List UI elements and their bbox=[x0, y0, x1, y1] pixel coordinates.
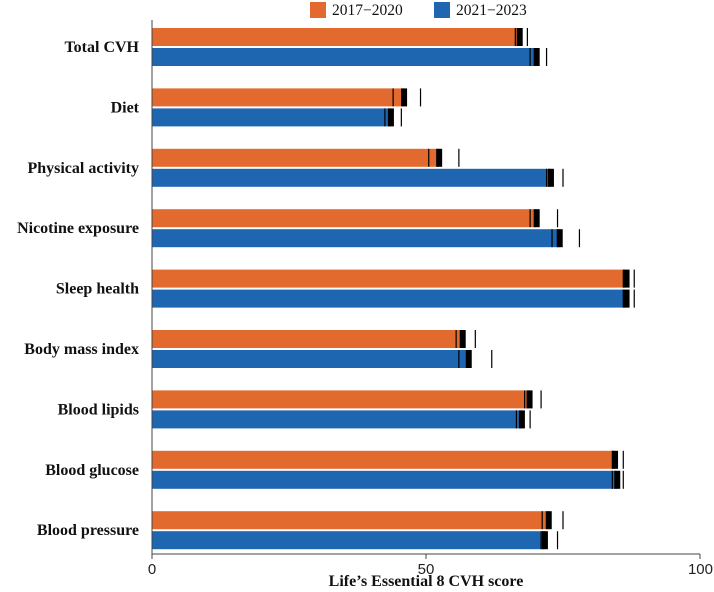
bar bbox=[152, 48, 537, 66]
category-label: Total CVH bbox=[64, 39, 139, 56]
legend-label-2: 2021−2023 bbox=[456, 2, 527, 19]
bar bbox=[152, 28, 520, 46]
bar bbox=[152, 229, 560, 248]
legend: 2017−2020 2021−2023 bbox=[310, 2, 527, 19]
estimate-mark bbox=[401, 88, 408, 107]
value-label: 57.8 bbox=[666, 352, 694, 368]
legend-swatch-2 bbox=[434, 2, 450, 18]
estimate-mark bbox=[465, 350, 472, 368]
category-label: Nicotine exposure bbox=[17, 220, 139, 237]
category-label: Blood glucose bbox=[45, 462, 139, 479]
estimate-mark bbox=[533, 48, 540, 66]
legend-label-1: 2017−2020 bbox=[332, 2, 403, 19]
estimate-mark bbox=[518, 410, 525, 429]
estimate-mark bbox=[556, 229, 563, 248]
category-label: Physical activity bbox=[27, 160, 139, 177]
value-label: 70.2 bbox=[666, 211, 694, 227]
value-label: 46.0 bbox=[666, 90, 694, 106]
category-label: Diet bbox=[111, 99, 140, 116]
bar bbox=[152, 289, 627, 308]
x-tick-label: 50 bbox=[418, 561, 435, 578]
x-axis-title: Life’s Essential 8 CVH score bbox=[329, 573, 524, 590]
value-label: 43.6 bbox=[666, 110, 694, 126]
estimate-mark bbox=[541, 531, 548, 550]
category-label: Blood pressure bbox=[37, 522, 139, 539]
bar bbox=[152, 330, 463, 348]
bar bbox=[152, 531, 545, 550]
bar bbox=[152, 108, 391, 127]
value-label: 68.9 bbox=[666, 392, 694, 408]
x-axis: 0 50 100 Life’s Essential 8 CVH score bbox=[148, 20, 713, 590]
value-label: 70.2 bbox=[666, 50, 694, 66]
estimate-mark bbox=[387, 108, 394, 127]
value-label: 84.9 bbox=[666, 473, 694, 489]
category-labels: Total CVH Diet Physical activity Nicotine e… bbox=[17, 39, 140, 539]
value-label: 71.7 bbox=[666, 533, 694, 549]
estimate-mark bbox=[612, 450, 619, 469]
bar bbox=[152, 269, 627, 288]
bar bbox=[152, 168, 551, 187]
bar bbox=[152, 470, 618, 489]
bar bbox=[152, 511, 549, 530]
estimate-mark bbox=[459, 330, 466, 348]
category-label: Sleep health bbox=[56, 281, 139, 298]
bar bbox=[152, 410, 522, 429]
bar bbox=[152, 148, 440, 167]
estimate-mark bbox=[526, 390, 533, 409]
value-label: 67.1 bbox=[666, 30, 694, 46]
value-label: 52.4 bbox=[666, 151, 694, 167]
estimate-mark bbox=[516, 28, 523, 46]
bar bbox=[152, 390, 530, 409]
value-label: 86.6 bbox=[666, 272, 694, 288]
value-label: 72.4 bbox=[666, 513, 694, 529]
value-label: 67.5 bbox=[666, 412, 694, 428]
estimate-mark bbox=[436, 148, 443, 167]
estimate-mark bbox=[614, 470, 621, 489]
x-tick-label: 100 bbox=[688, 561, 713, 578]
x-tick-label: 0 bbox=[148, 561, 156, 578]
estimate-mark bbox=[623, 289, 630, 308]
value-label: 74.4 bbox=[666, 231, 694, 247]
estimate-mark bbox=[623, 269, 630, 288]
category-label: Body mass index bbox=[24, 341, 139, 358]
bars-layer: 67.1 70.2 46.0 43.6 52.4 72.8 70.2 74.4 86.6 86.6… bbox=[152, 28, 694, 550]
value-label: 72.8 bbox=[666, 171, 694, 187]
value-label: 86.6 bbox=[666, 292, 694, 308]
estimate-mark bbox=[533, 209, 540, 228]
value-label: 56.7 bbox=[666, 332, 694, 348]
estimate-mark bbox=[545, 511, 552, 530]
legend-swatch-1 bbox=[310, 2, 326, 18]
estimate-mark bbox=[547, 168, 554, 187]
bar bbox=[152, 209, 537, 228]
value-label: 84.5 bbox=[666, 453, 694, 469]
bar bbox=[152, 450, 616, 469]
category-label: Blood lipids bbox=[58, 401, 139, 418]
bar bbox=[152, 350, 469, 368]
bar bbox=[152, 88, 405, 107]
